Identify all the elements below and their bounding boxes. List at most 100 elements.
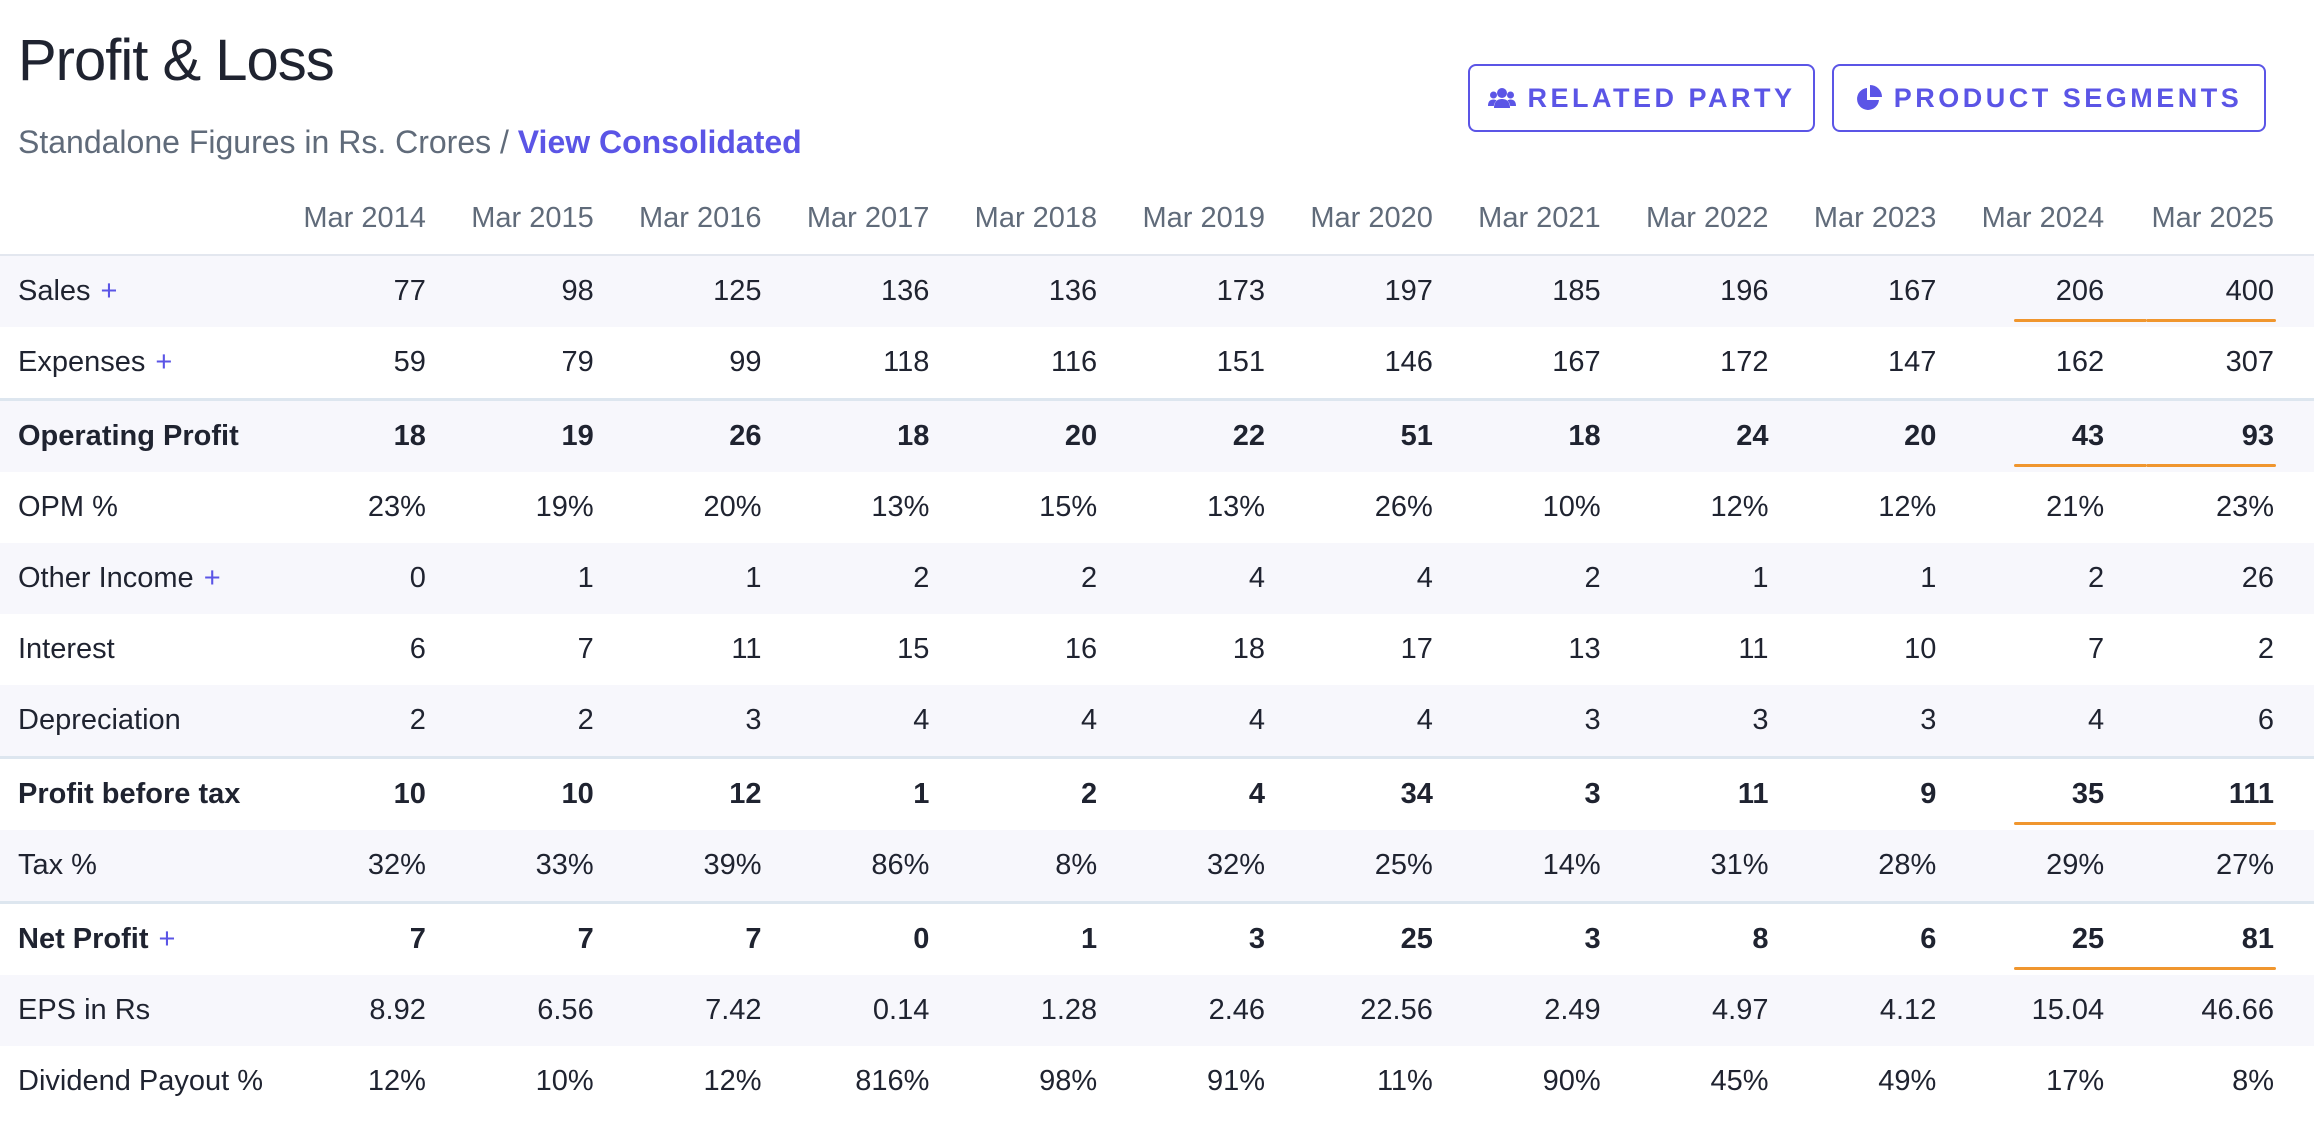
table-row: Depreciation 2 2 3 4 4 4 4 3 3 3 4 6 [0, 685, 2314, 758]
table-row: Tax % 32% 33% 39% 86% 8% 32% 25% 14% 31% 28% 29% 27% [0, 830, 2314, 903]
table-cell: 13% [871, 491, 930, 523]
table-cell: 16 [1064, 633, 1098, 665]
row-label-text: Operating Profit [18, 420, 239, 452]
table-cell: 162 [2055, 346, 2105, 378]
table-cell: 15.04 [1978, 975, 2147, 1046]
table-cell: 206 [1978, 255, 2150, 327]
row-label[interactable]: Net Profit + [0, 901, 301, 975]
view-consolidated-link[interactable]: View Consolidated [517, 124, 802, 160]
table-cell: 25 [1978, 901, 2150, 975]
table-cell: 7 [635, 901, 804, 975]
table-cell: 167 [1552, 346, 1601, 378]
table-cell: 19% [535, 491, 594, 523]
table-cell: 35 [1978, 756, 2150, 830]
table-cell: 31% [1642, 830, 1811, 903]
table-row: Net Profit +7 7 7 0 1 3 25 3 8 6 25 81 [0, 901, 2314, 975]
table-cell: 2 [467, 685, 636, 758]
table-cell: 10% [535, 1065, 594, 1097]
expand-plus-icon[interactable]: + [155, 346, 173, 378]
row-label-text: Depreciation [18, 704, 181, 736]
table-cell: 3 [1474, 756, 1643, 830]
table-cell: 21% [2046, 491, 2105, 523]
table-cell: 91% [1206, 1065, 1266, 1097]
row-label-text: Tax % [18, 849, 97, 881]
table-body: Sales +77 98 125 136 136 173 197 185 196 167 206 400… [0, 255, 2314, 1117]
table-cell: 4 [1139, 685, 1308, 758]
table-cell: 2.49 [1474, 975, 1643, 1046]
table-cell: 9 [1810, 756, 1979, 830]
table-cell: 34 [1307, 756, 1475, 830]
table-cell: 18 [1232, 633, 1266, 665]
table-cell: 3 [1474, 685, 1643, 758]
table-cell: 15% [1039, 491, 1098, 523]
row-label-text: Net Profit [18, 923, 149, 955]
table-cell: 7 [577, 633, 594, 665]
table-cell: 8% [2232, 1065, 2274, 1097]
table-cell: 118 [883, 346, 930, 378]
table-cell: 8 [1642, 901, 1811, 975]
table-cell: 4 [1307, 543, 1475, 614]
table-cell: 0 [803, 901, 972, 975]
table-cell: 3 [1474, 901, 1643, 975]
table-cell: 2 [971, 543, 1140, 614]
table-cell: 2 [300, 685, 468, 758]
table-cell: 2 [2257, 633, 2274, 665]
table-cell: 4 [1307, 685, 1475, 758]
column-header: Mar 2021 [1474, 182, 1643, 256]
table-cell: 46.66 [2146, 975, 2314, 1046]
table-cell: 2 [971, 756, 1140, 830]
expand-plus-icon[interactable]: + [100, 275, 118, 307]
row-label: Operating Profit [0, 398, 301, 472]
table-cell: 6 [1810, 901, 1979, 975]
table-cell: 2 [1978, 543, 2147, 614]
related-party-button[interactable]: RELATED PARTY [1468, 64, 1815, 132]
row-label-text: Profit before tax [18, 778, 241, 810]
table-row: OPM % 23% 19% 20% 13% 15% 13% 26% 10% 12% 12% 21% 23… [0, 472, 2314, 543]
label-column-header [0, 182, 301, 256]
table-row: Profit before tax 10 10 12 1 2 4 34 3 11 9 35 111 [0, 756, 2314, 830]
row-label[interactable]: Expenses + [0, 327, 300, 400]
table-cell: 25 [1307, 901, 1475, 975]
row-label-text: Expenses [18, 346, 146, 378]
row-label-text: Dividend Payout % [18, 1065, 264, 1097]
table-cell: 147 [1887, 346, 1937, 378]
table-cell: 4 [803, 685, 972, 758]
row-label[interactable]: Sales + [0, 255, 301, 327]
table-cell: 7 [300, 901, 468, 975]
table-cell: 7 [2088, 633, 2105, 665]
table-row: Operating Profit 18 19 26 18 20 22 51 18 24 20 43 93 [0, 398, 2314, 472]
table-cell: 98% [1039, 1065, 1098, 1097]
table-cell: 2 [1474, 543, 1643, 614]
table-cell: 27% [2146, 830, 2314, 903]
table-cell: 173 [1139, 255, 1308, 327]
subtitle-separator: / [491, 124, 518, 160]
row-label: Dividend Payout % [0, 1046, 300, 1117]
table-cell: 20% [703, 491, 762, 523]
table-cell: 167 [1810, 255, 1979, 327]
table-cell: 196 [1642, 255, 1811, 327]
table-row: Interest 6 7 11 15 16 18 17 13 11 10 7 2 [0, 614, 2314, 685]
table-cell: 1 [971, 901, 1140, 975]
table-cell: 7.42 [635, 975, 804, 1046]
table-cell: 4 [971, 685, 1140, 758]
table-cell: 1 [1810, 543, 1979, 614]
expand-plus-icon[interactable]: + [158, 923, 176, 955]
page-title: Profit & Loss [18, 28, 335, 93]
expand-plus-icon[interactable]: + [203, 562, 221, 594]
product-segments-label: PRODUCT SEGMENTS [1893, 82, 2243, 113]
row-label-text: Sales [18, 275, 91, 307]
table-cell: 4 [1139, 543, 1308, 614]
table-cell: 12% [367, 1065, 426, 1097]
table-cell: 20 [1810, 398, 1979, 472]
table-cell: 1 [467, 543, 636, 614]
product-segments-button[interactable]: PRODUCT SEGMENTS [1832, 64, 2266, 132]
row-label[interactable]: Other Income + [0, 543, 301, 614]
row-label: Interest [0, 614, 300, 685]
row-label-text: Interest [18, 633, 115, 665]
table-cell: 26 [635, 398, 804, 472]
table-cell: 10 [300, 756, 468, 830]
table-cell: 125 [635, 255, 804, 327]
table-cell: 3 [1139, 901, 1308, 975]
table-cell: 86% [803, 830, 972, 903]
table-cell: 51 [1307, 398, 1475, 472]
